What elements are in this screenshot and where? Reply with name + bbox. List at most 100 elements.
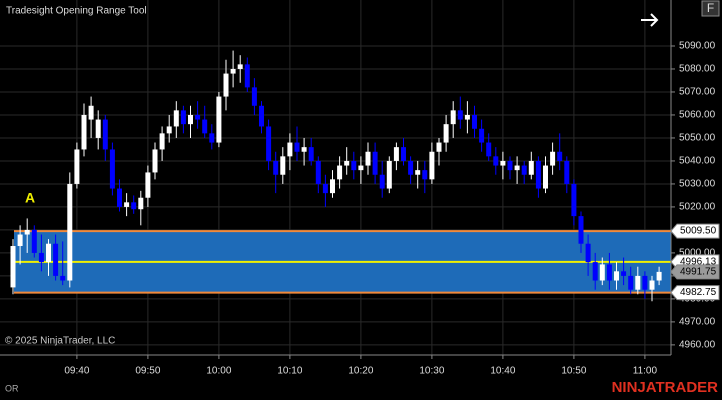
x-tick-label: 10:00 <box>206 366 231 377</box>
candle-body <box>138 197 144 210</box>
candle-body <box>337 165 343 180</box>
candle-body <box>450 110 456 125</box>
candle-body <box>74 149 80 184</box>
candle-body <box>216 96 222 143</box>
candle-body <box>401 147 406 161</box>
price-tag <box>670 285 720 301</box>
candle-body <box>436 142 442 152</box>
candle-body <box>10 246 16 288</box>
candle-body <box>578 216 584 244</box>
candle-body <box>422 170 428 180</box>
candle-body <box>351 160 357 171</box>
candle-body <box>393 147 399 161</box>
candle-body <box>46 243 51 263</box>
candle-body <box>131 202 137 210</box>
candle-body <box>599 264 605 281</box>
candle-body <box>464 114 470 120</box>
candle-body <box>500 160 506 166</box>
x-tick-label: 09:40 <box>64 366 89 377</box>
button-label[interactable]: F <box>707 1 714 15</box>
button[interactable] <box>701 0 720 17</box>
candle-body <box>649 280 655 290</box>
brand: NINJATRADER <box>612 379 719 396</box>
candle-body <box>244 64 250 88</box>
candle-body <box>259 105 264 127</box>
candle-body <box>173 110 179 127</box>
y-tick-label: 5080.00 <box>679 64 716 75</box>
candle-body <box>472 114 477 129</box>
candle-body <box>330 179 335 194</box>
candle-body <box>60 275 66 281</box>
x-tick-label: 10:30 <box>419 366 444 377</box>
y-tick-label: 5090.00 <box>679 41 716 52</box>
candle-body <box>528 160 534 175</box>
candle-body <box>606 264 612 281</box>
candle-body <box>95 119 101 138</box>
candle-body <box>266 126 272 161</box>
y-tick-label: 5070.00 <box>679 87 716 98</box>
candle-body <box>237 64 243 69</box>
footer-label: OR <box>5 383 19 393</box>
candle-body <box>493 156 499 166</box>
copyright: © 2025 NinjaTrader, LLC <box>5 336 115 347</box>
candle-body <box>294 142 300 152</box>
opening-range <box>14 230 671 294</box>
y-tick-label: 5040.00 <box>679 156 716 167</box>
candle-body <box>188 114 193 125</box>
annotation: A <box>25 190 35 206</box>
candle-body <box>408 160 414 175</box>
candle-body <box>287 142 293 157</box>
x-tick-label: 09:50 <box>135 366 160 377</box>
price-tag-label: 4991.75 <box>680 267 717 278</box>
candle-body <box>564 160 570 184</box>
candle-body <box>152 149 158 173</box>
candle-body <box>209 133 215 143</box>
x-tick-label: 10:50 <box>561 366 586 377</box>
price-tag <box>670 264 720 280</box>
candle-body <box>301 147 307 152</box>
candle-body <box>102 119 108 150</box>
candle-body <box>273 160 279 175</box>
candle-body <box>38 252 44 263</box>
candle-body <box>656 271 662 281</box>
candle-body <box>308 147 314 161</box>
candle-body <box>53 243 59 276</box>
candle-body <box>202 119 208 134</box>
price-tag <box>670 223 720 239</box>
candle-body <box>379 174 385 189</box>
y-tick-label: 4970.00 <box>679 317 716 328</box>
candle-body <box>166 126 172 134</box>
x-tick-label: 10:20 <box>348 366 373 377</box>
candle-body <box>535 160 541 189</box>
candle-body <box>344 160 350 166</box>
y-tick-label: 5030.00 <box>679 179 716 190</box>
x-tick-label: 10:40 <box>490 366 515 377</box>
candle-body <box>117 188 122 207</box>
candle-body <box>543 165 548 189</box>
axes: 4960.004970.004980.004990.005000.005010.… <box>64 41 720 377</box>
candle-body <box>195 114 201 120</box>
arrow-icon[interactable] <box>641 13 659 27</box>
candle-body <box>585 243 591 263</box>
candle-body <box>514 165 520 171</box>
candle-body <box>642 275 648 290</box>
candle-body <box>81 114 87 150</box>
candle-body <box>230 68 236 74</box>
candle-body <box>180 110 186 125</box>
price-tag-label: 5009.50 <box>680 226 717 237</box>
candle-body <box>415 170 421 175</box>
candle-body <box>571 183 577 217</box>
y-tick-label: 4960.00 <box>679 340 716 351</box>
y-tick-label: 5050.00 <box>679 133 716 144</box>
y-tick-label: 5000.00 <box>679 248 716 259</box>
candle-body <box>67 183 73 281</box>
candle-body <box>621 271 627 276</box>
candles <box>10 50 662 302</box>
candle-body <box>109 149 115 189</box>
price-tag-label: 4982.75 <box>680 287 717 298</box>
candle-body <box>557 151 563 161</box>
candle-body <box>31 229 37 253</box>
candle-body <box>322 183 328 194</box>
candle-body <box>358 165 364 171</box>
